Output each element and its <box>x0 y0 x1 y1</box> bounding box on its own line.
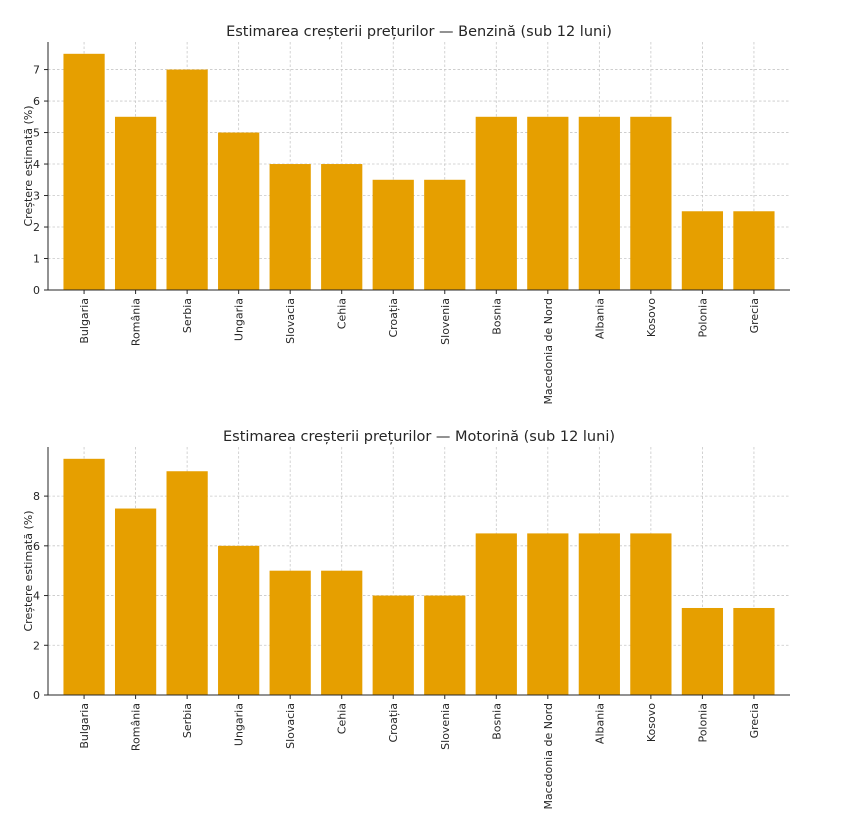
x-tick-label: Slovenia <box>439 298 452 345</box>
bar <box>681 607 724 695</box>
x-tick-label: Croația <box>387 703 400 743</box>
y-tick-label: 4 <box>33 590 40 603</box>
x-tick-label: Ungaria <box>233 298 246 341</box>
bar <box>63 53 105 290</box>
bar <box>475 533 517 695</box>
bar <box>269 570 311 695</box>
x-tick-label: Grecia <box>748 298 761 333</box>
y-tick-label: 6 <box>33 95 40 108</box>
y-tick-label: 3 <box>33 190 40 203</box>
x-tick-label: Cehia <box>336 298 349 329</box>
bar <box>63 458 105 695</box>
chart-benzina: Estimarea creșterii prețurilor — Benzină… <box>22 24 790 405</box>
y-tick-label: 8 <box>33 490 40 503</box>
bar <box>578 533 620 695</box>
y-tick-label: 6 <box>33 540 40 553</box>
bar <box>269 164 311 290</box>
chart-title: Estimarea creșterii prețurilor — Benzină… <box>226 24 612 40</box>
bar <box>321 570 363 695</box>
x-tick-label: România <box>130 703 143 751</box>
y-axis-label: Creștere estimată (%) <box>22 511 35 632</box>
x-tick-label: Croația <box>387 298 400 338</box>
x-tick-label: Bulgaria <box>78 298 91 344</box>
x-tick-label: Bosnia <box>490 298 503 335</box>
x-tick-label: Slovacia <box>284 298 297 344</box>
x-tick-label: Bulgaria <box>78 703 91 749</box>
bar <box>218 132 260 290</box>
bar <box>218 545 260 695</box>
bar <box>733 607 775 695</box>
y-tick-label: 7 <box>33 64 40 77</box>
y-tick-label: 2 <box>33 221 40 234</box>
bar <box>114 116 157 291</box>
chart-title: Estimarea creșterii prețurilor — Motorin… <box>223 429 615 445</box>
bar <box>630 116 672 291</box>
x-tick-label: Kosovo <box>645 703 658 742</box>
bar <box>166 69 208 290</box>
chart-motorina: Estimarea creșterii prețurilor — Motorin… <box>22 429 790 810</box>
y-tick-label: 4 <box>33 158 40 171</box>
y-axis-label: Creștere estimată (%) <box>22 106 35 227</box>
bar <box>424 179 466 290</box>
y-tick-label: 1 <box>33 253 40 266</box>
x-tick-label: Kosovo <box>645 298 658 337</box>
x-tick-label: Ungaria <box>233 703 246 746</box>
x-tick-label: Macedonia de Nord <box>542 703 555 810</box>
x-tick-label: Serbia <box>181 703 194 738</box>
bar <box>681 211 724 290</box>
bar <box>321 164 363 290</box>
bar <box>424 595 466 695</box>
bar <box>527 533 569 695</box>
x-tick-label: Slovenia <box>439 703 452 750</box>
bar <box>372 595 414 695</box>
y-tick-label: 0 <box>33 284 40 297</box>
x-tick-label: Albania <box>593 298 606 339</box>
y-tick-label: 2 <box>33 639 40 652</box>
bar <box>733 211 775 290</box>
bar <box>372 179 414 290</box>
bar <box>114 508 157 695</box>
x-tick-label: Slovacia <box>284 703 297 749</box>
bar <box>475 116 517 291</box>
x-tick-label: Albania <box>593 703 606 744</box>
x-tick-label: România <box>130 298 143 346</box>
bar <box>630 533 672 695</box>
x-tick-label: Polonia <box>696 703 709 743</box>
y-tick-label: 5 <box>33 127 40 140</box>
x-tick-label: Serbia <box>181 298 194 333</box>
bar <box>527 116 569 291</box>
bar <box>578 116 620 291</box>
bar <box>166 471 208 695</box>
x-tick-label: Bosnia <box>490 703 503 740</box>
x-tick-label: Macedonia de Nord <box>542 298 555 405</box>
x-tick-label: Cehia <box>336 703 349 734</box>
x-tick-label: Grecia <box>748 703 761 738</box>
y-tick-label: 0 <box>33 689 40 702</box>
x-tick-label: Polonia <box>696 298 709 338</box>
